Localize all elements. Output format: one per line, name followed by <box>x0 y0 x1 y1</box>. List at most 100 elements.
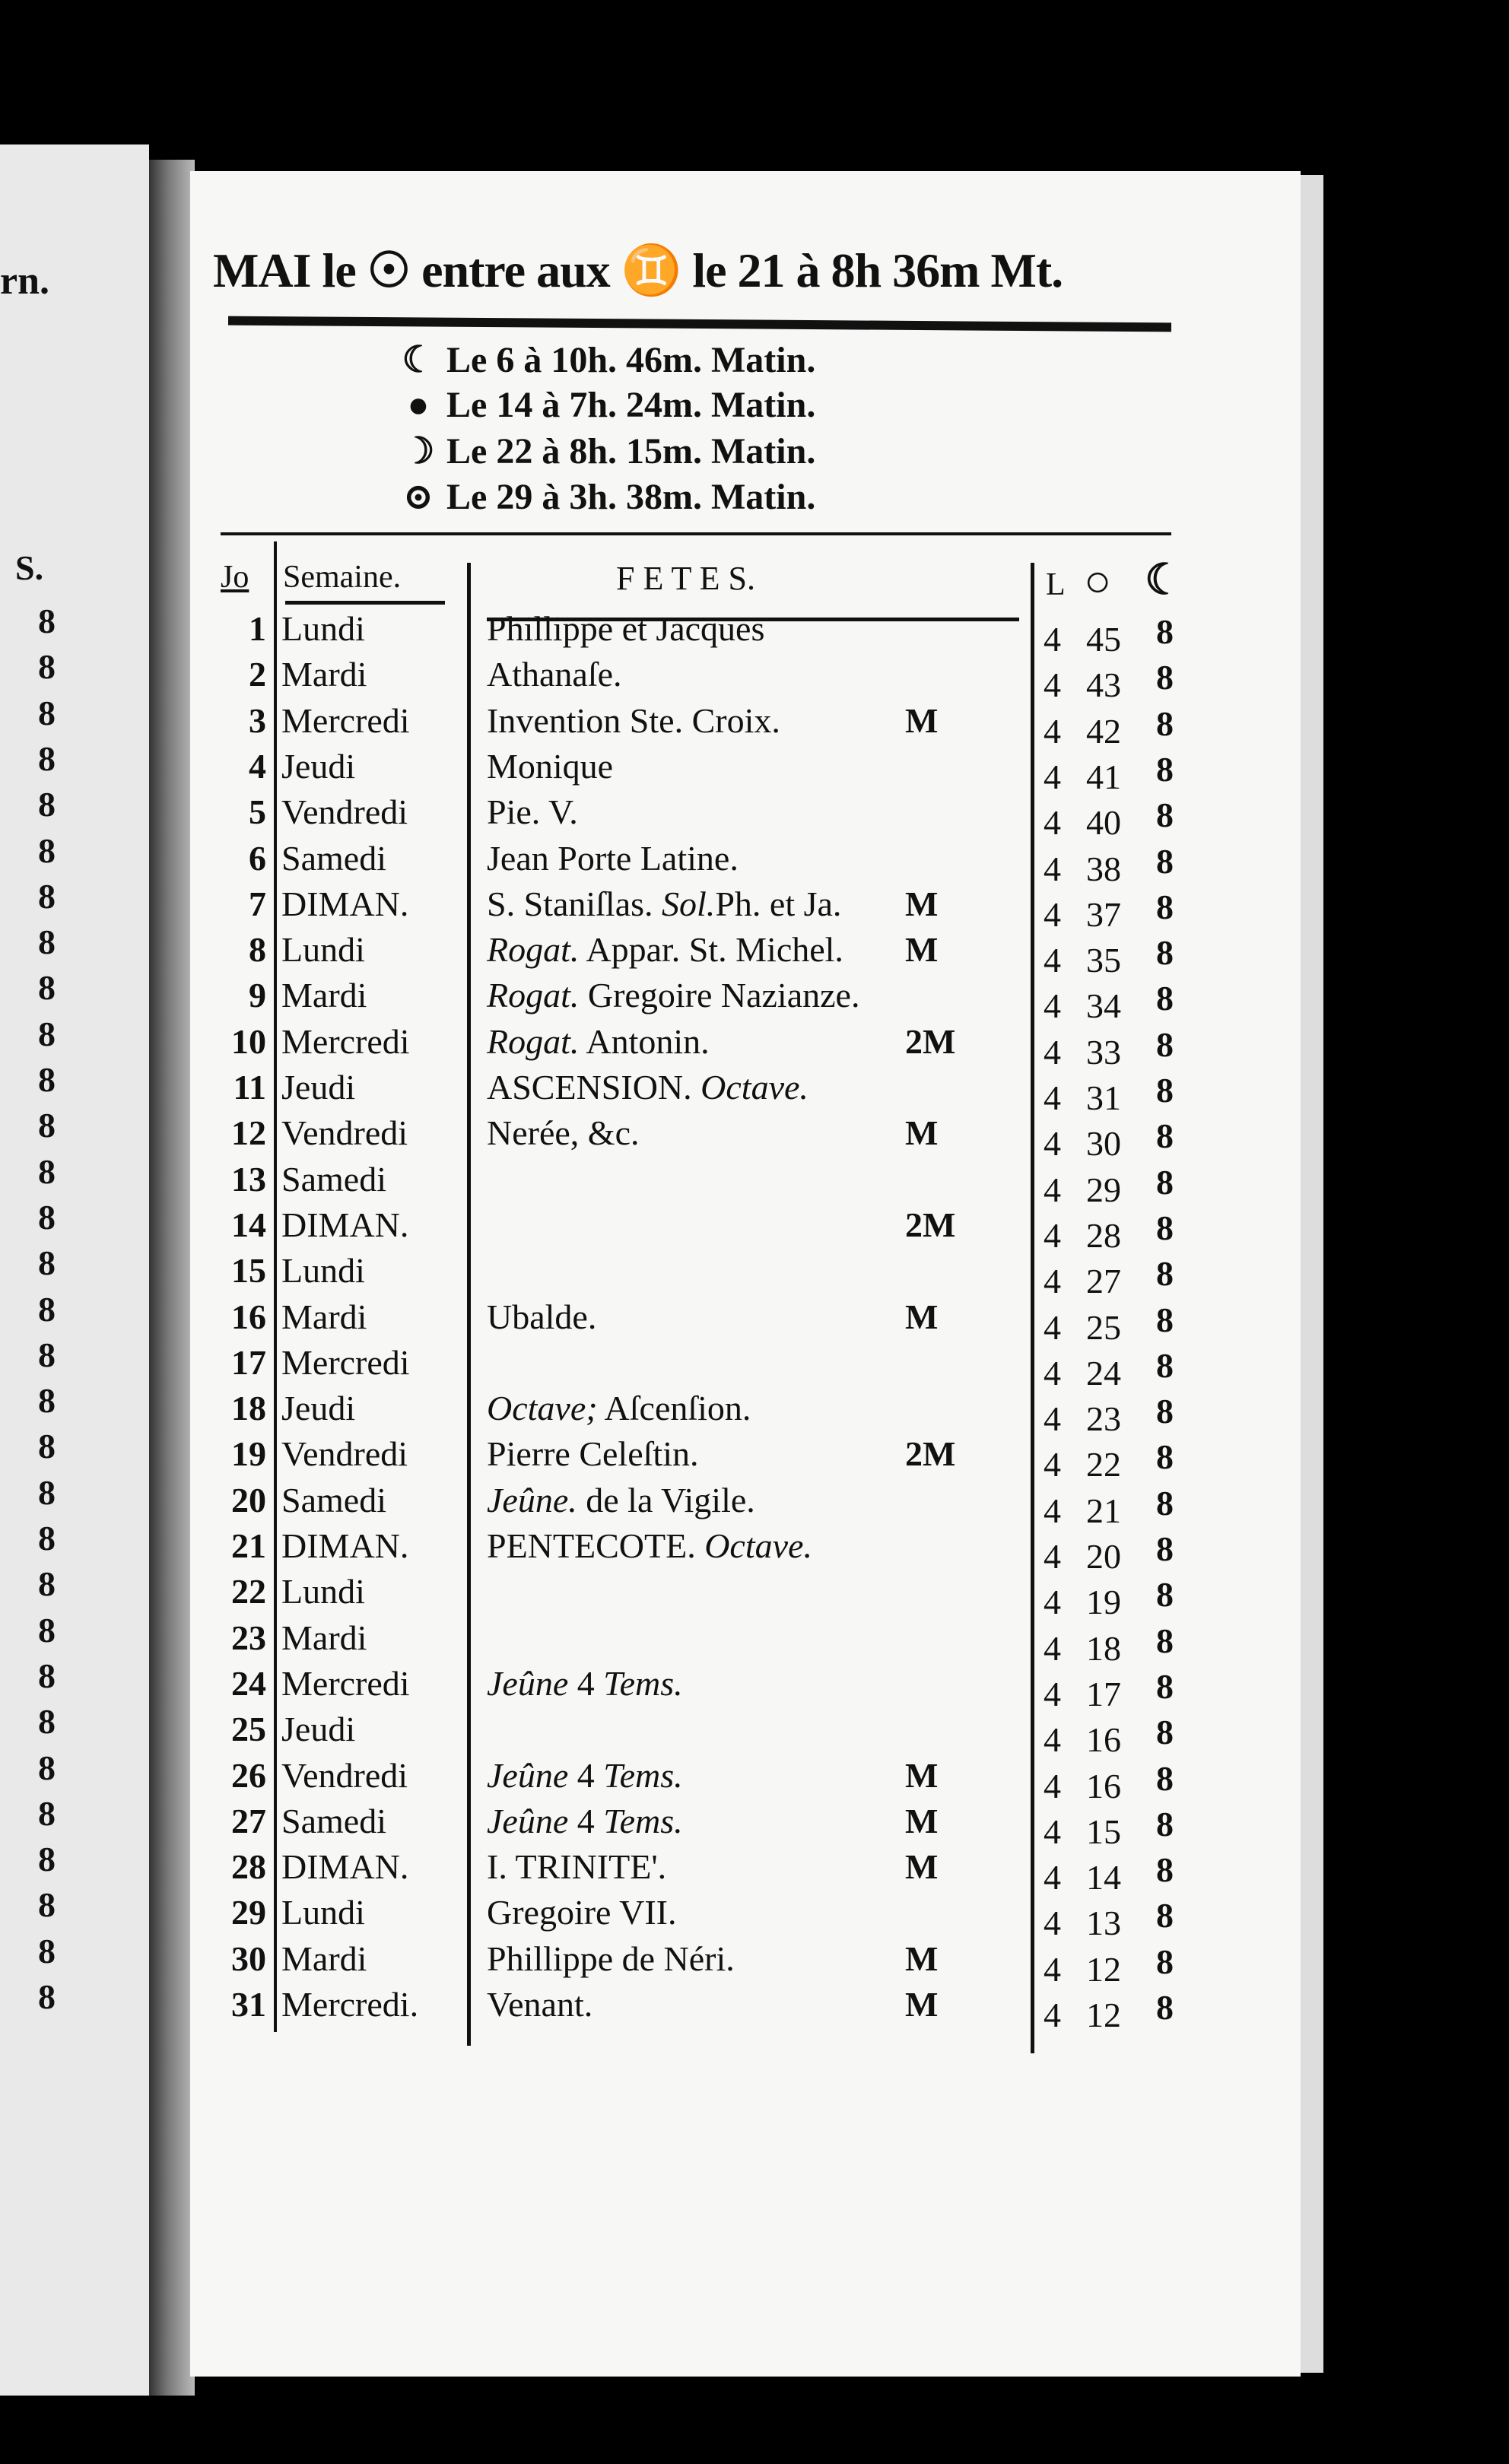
table-row: 16 Mardi Ubalde. M 4 25 8 <box>0 1297 1509 1347</box>
fete-segment: Sol. <box>662 884 716 923</box>
l-hour: 4 <box>1044 1307 1061 1347</box>
moon-column-value: 8 <box>1156 1254 1174 1294</box>
moon-column-value: 8 <box>1156 1666 1174 1706</box>
l-hour: 4 <box>1044 1628 1061 1668</box>
l-minutes: 25 <box>1086 1307 1121 1347</box>
moon-column-value: 8 <box>1156 612 1174 651</box>
header-week: Semaine. <box>283 560 402 595</box>
left-page-value: 8 <box>38 1381 56 1421</box>
left-page-value: 8 <box>38 1060 56 1099</box>
mark: M <box>905 930 939 970</box>
l-hour: 4 <box>1044 1353 1061 1392</box>
fete-segment: Tems. <box>603 1801 683 1840</box>
l-minutes: 15 <box>1086 1811 1121 1851</box>
left-page-value: 8 <box>38 968 56 1008</box>
day-number: 19 <box>231 1434 266 1474</box>
l-hour: 4 <box>1044 757 1061 796</box>
fete-text: Octave; Aſcenſion. <box>487 1388 751 1428</box>
weekday: Mercredi <box>281 1342 410 1382</box>
l-hour: 4 <box>1044 986 1061 1026</box>
fete-text: Jeûne 4 Tems. <box>487 1663 683 1704</box>
fete-text: Jeûne. de la Vigile. <box>487 1480 755 1520</box>
fete-segment: Rogat. <box>487 976 580 1015</box>
moon-column-value: 8 <box>1156 703 1174 743</box>
l-minutes: 35 <box>1086 941 1121 980</box>
moon-column-value: 8 <box>1156 1942 1174 1981</box>
left-page-value: 8 <box>38 1610 56 1650</box>
day-number: 6 <box>249 838 266 878</box>
moon-phase-text: Le 6 à 10h. 46m. Matin. <box>437 340 816 380</box>
table-row: 31 Mercredi. Venant. M 4 12 8 <box>0 1984 1509 2034</box>
l-hour: 4 <box>1044 1215 1061 1255</box>
table-row: 29 Lundi Gregoire VII. 4 13 8 <box>0 1892 1509 1942</box>
moon-column-value: 8 <box>1156 1116 1174 1156</box>
left-page-value: 8 <box>38 1931 56 1970</box>
mark: M <box>905 1297 939 1336</box>
table-row: 13 Samedi 4 29 8 <box>0 1159 1509 1209</box>
moon-phase-text: Le 22 à 8h. 15m. Matin. <box>437 431 816 472</box>
day-number: 13 <box>231 1159 266 1199</box>
day-number: 28 <box>231 1847 266 1887</box>
left-page-value: 8 <box>38 1335 56 1374</box>
l-hour: 4 <box>1044 1537 1061 1576</box>
l-minutes: 12 <box>1086 1996 1121 2034</box>
day-number: 24 <box>231 1663 266 1703</box>
weekday: Mardi <box>281 1618 367 1657</box>
mark: M <box>905 1113 939 1153</box>
page-edge <box>1301 175 1323 2373</box>
weekday: Mercredi <box>281 1021 410 1061</box>
mark: M <box>905 1847 939 1887</box>
table-row: 25 Jeudi 4 16 8 <box>0 1709 1509 1759</box>
moon-column-value: 8 <box>1156 1071 1174 1110</box>
table-row: 15 Lundi 4 27 8 <box>0 1250 1509 1300</box>
day-number: 3 <box>249 700 266 740</box>
fete-text: S. Staniſlas. Sol.Ph. et Ja. <box>487 884 841 924</box>
left-page-value: 8 <box>38 1243 56 1283</box>
fete-segment: de la Vigile. <box>577 1480 755 1519</box>
fete-segment: Phillippe de Néri. <box>487 1938 735 1978</box>
fete-text: Rogat. Antonin. <box>487 1021 710 1062</box>
table-row: 2 Mardi Athanaſe. 4 43 8 <box>0 654 1509 704</box>
day-number: 30 <box>231 1938 266 1978</box>
day-number: 4 <box>249 746 266 786</box>
moon-phase-line: ☾ Le 6 à 10h. 46m. Matin. <box>399 338 815 381</box>
table-row: 8 Lundi Rogat. Appar. St. Michel. M 4 35 8 <box>0 929 1509 980</box>
day-number: 12 <box>231 1113 266 1153</box>
l-minutes: 40 <box>1086 803 1121 843</box>
l-hour: 4 <box>1044 1491 1061 1530</box>
column-divider <box>467 563 471 2046</box>
l-hour: 4 <box>1044 1170 1061 1209</box>
day-number: 15 <box>231 1251 266 1291</box>
fete-text: Ubalde. <box>487 1297 596 1337</box>
l-minutes: 27 <box>1086 1262 1121 1301</box>
l-minutes: 20 <box>1086 1537 1121 1576</box>
left-page-value: 8 <box>38 1702 56 1742</box>
l-minutes: 29 <box>1086 1170 1121 1209</box>
moon-column-value: 8 <box>1156 1988 1174 2027</box>
fete-segment: Jean Porte Latine. <box>487 838 739 878</box>
moon-column-value: 8 <box>1156 1300 1174 1339</box>
l-minutes: 17 <box>1086 1674 1121 1713</box>
l-minutes: 24 <box>1086 1353 1121 1392</box>
day-number: 31 <box>231 1985 266 2024</box>
fete-segment: Aſcenſion. <box>597 1389 751 1428</box>
fete-text: I. TRINITE'. <box>487 1846 666 1887</box>
fete-text: Phillippe de Néri. <box>487 1938 735 1979</box>
weekday: Jeudi <box>281 1389 356 1428</box>
l-hour: 4 <box>1044 1904 1061 1943</box>
day-number: 26 <box>231 1755 266 1795</box>
weekday: Samedi <box>281 1801 386 1840</box>
l-minutes: 33 <box>1086 1032 1121 1072</box>
fete-segment: Phillippe et Jacques <box>487 609 765 648</box>
weekday: Mardi <box>281 1297 367 1336</box>
moon-column-value: 8 <box>1156 933 1174 973</box>
day-number: 9 <box>249 976 266 1015</box>
fete-segment: Ph. et Ja. <box>715 884 842 923</box>
l-hour: 4 <box>1044 1399 1061 1439</box>
table-row: 9 Mardi Rogat. Gregoire Nazianze. 4 34 8 <box>0 975 1509 1025</box>
fete-segment: 4 <box>568 1663 604 1703</box>
left-page-value: 8 <box>38 1840 56 1879</box>
fete-text: Pierre Celeſtin. <box>487 1434 698 1474</box>
left-page-value: 8 <box>38 1427 56 1466</box>
table-row: 30 Mardi Phillippe de Néri. M 4 12 8 <box>0 1938 1509 1989</box>
